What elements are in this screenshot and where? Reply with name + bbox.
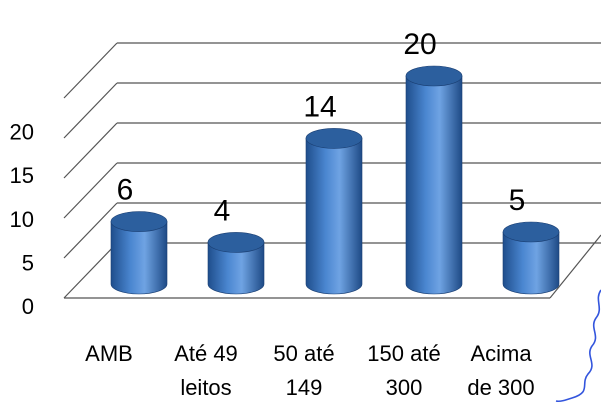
bar	[502, 221, 560, 295]
data-labels: 6 4 14 20 5	[117, 28, 526, 227]
category-label: 50 até	[273, 341, 334, 366]
gridline-side	[63, 122, 118, 179]
bar-body	[207, 242, 265, 295]
y-tick-label: 0	[22, 294, 34, 319]
decorative-squiggle	[555, 289, 601, 403]
category-label: Acima	[470, 341, 532, 366]
category-label: de 300	[467, 375, 534, 400]
gridline-side	[63, 82, 118, 139]
gridline-side	[63, 162, 118, 219]
bars	[110, 65, 560, 295]
gridline-side	[63, 42, 118, 99]
gridline-side	[63, 242, 118, 299]
bar-top	[110, 211, 168, 232]
y-tick-label: 5	[22, 250, 34, 275]
floor-right-edge	[549, 234, 601, 299]
category-label: 150 até	[367, 341, 440, 366]
bar-top	[305, 128, 363, 149]
category-label: 300	[386, 375, 423, 400]
bar	[405, 65, 463, 295]
bar	[110, 211, 168, 295]
bar-body	[305, 138, 363, 295]
bar-body	[110, 221, 168, 295]
data-label: 14	[303, 90, 336, 123]
y-tick-label: 15	[10, 163, 34, 188]
bar-top	[502, 221, 560, 243]
bar-top	[207, 232, 265, 253]
data-label: 4	[214, 194, 231, 227]
bar	[305, 128, 363, 295]
gridline-side	[63, 202, 118, 259]
y-tick-label: 10	[10, 207, 34, 232]
bar	[207, 232, 265, 295]
category-label: leitos	[180, 375, 231, 400]
bar-top	[405, 65, 463, 87]
data-label: 6	[117, 174, 134, 207]
bar-body	[502, 231, 560, 295]
category-labels: AMB Até 49 leitos 50 até 149 150 até 300 Acima d…	[85, 341, 534, 400]
data-label: 5	[509, 184, 526, 217]
y-tick-label: 20	[10, 120, 34, 145]
data-label: 20	[403, 28, 436, 61]
bar-body	[405, 75, 463, 295]
category-label: 149	[286, 375, 323, 400]
category-label: AMB	[85, 341, 133, 366]
category-label: Até 49	[174, 341, 238, 366]
y-axis-ticks: 0 5 10 15 20	[10, 120, 34, 319]
